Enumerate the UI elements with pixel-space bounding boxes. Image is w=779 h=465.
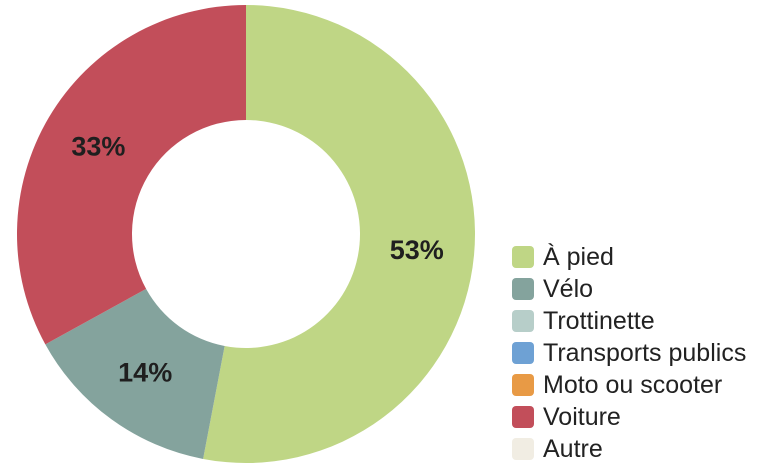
slice-label-voiture: 33% — [71, 132, 125, 162]
legend-swatch — [512, 342, 534, 364]
legend-swatch — [512, 406, 534, 428]
legend-item-a-pied: À pied — [512, 241, 746, 273]
legend-item-trottinette: Trottinette — [512, 305, 746, 337]
legend: À pied Vélo Trottinette Transports publics M… — [512, 241, 746, 465]
legend-swatch — [512, 246, 534, 268]
legend-item-autre: Autre — [512, 433, 746, 465]
legend-item-moto-ou-scooter: Moto ou scooter — [512, 369, 746, 401]
donut-chart: 53% 14% 33% — [17, 5, 475, 463]
slice-label-velo: 14% — [118, 358, 172, 388]
slice-a-pied — [203, 5, 475, 463]
legend-label: Transports publics — [543, 338, 747, 367]
slice-voiture — [17, 5, 246, 345]
legend-label: Autre — [543, 434, 603, 463]
legend-item-transports-publics: Transports publics — [512, 337, 746, 369]
legend-swatch — [512, 374, 534, 396]
legend-label: Trottinette — [543, 306, 655, 335]
legend-label: Vélo — [543, 274, 594, 303]
legend-label: Moto ou scooter — [543, 370, 723, 399]
slice-label-a-pied: 53% — [390, 235, 444, 265]
legend-label: Voiture — [543, 402, 621, 431]
legend-swatch — [512, 310, 534, 332]
legend-swatch — [512, 278, 534, 300]
legend-item-voiture: Voiture — [512, 401, 746, 433]
legend-swatch — [512, 438, 534, 460]
slice-velo — [45, 288, 225, 459]
legend-item-velo: Vélo — [512, 273, 746, 305]
legend-label: À pied — [543, 242, 614, 271]
